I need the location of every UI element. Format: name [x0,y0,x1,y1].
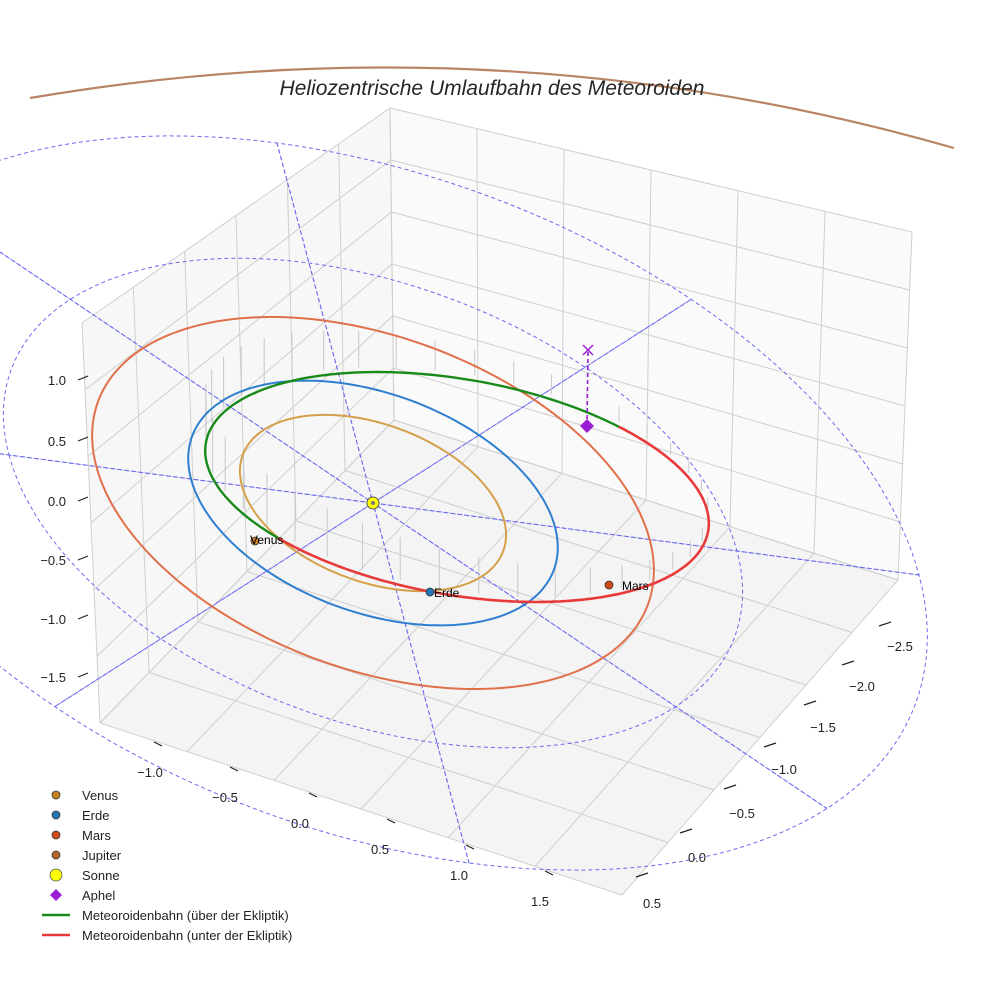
legend-marker [50,889,62,901]
z-tick-mark [77,555,89,561]
y-tick-label: 0.5 [643,896,661,911]
legend-marker [51,810,61,820]
aphel-marker [580,419,594,433]
meteoroid-orbit [203,370,711,604]
venus-label: Venus [250,533,283,547]
legend-label: Jupiter [82,848,122,863]
x-tick-label: −1.0 [137,765,163,780]
grid-line [534,553,815,867]
grid-line [621,579,899,896]
pane-left [82,108,394,723]
z-tick-label: 1.0 [48,373,66,388]
legend-label: Mars [82,828,111,843]
grid-line [389,107,395,421]
y-tick-mark [878,621,892,627]
legend: Venus Erde Mars Jupiter Sonne Aphel Meteoroide… [42,788,292,943]
z-tick-mark [77,436,89,442]
z-tick-label: −0.5 [40,553,66,568]
x-tick-mark [386,818,396,824]
y-tick-mark [763,742,777,748]
z-tick-mark [77,614,89,620]
x-tick-mark [229,766,239,772]
y-tick-mark [679,828,693,834]
venus-orbit [238,413,508,593]
grid-line [99,419,395,724]
aphel-dropline [586,349,589,427]
z-tick-mark [77,672,89,678]
legend-marker [51,790,61,800]
ecliptic-spoke [0,453,920,576]
x-tick-label: −0.5 [212,790,238,805]
grid-line [897,231,913,581]
legend-label: Meteoroidenbahn (über der Ekliptik) [82,908,289,923]
y-tick-label: 0.0 [688,850,706,865]
y-tick-mark [635,872,649,878]
axis-ticks: 1.0 0.5 0.0 −0.5 −1.0 −1.5 −1.0 −0.5 0.0 0.5 1.0 1.… [40,373,913,911]
x-tick-label: 1.0 [450,868,468,883]
y-tick-label: −2.0 [849,679,875,694]
y-tick-label: −0.5 [729,806,755,821]
z-tick-mark [77,375,89,381]
jupiter-orbit [29,66,955,150]
legend-marker [49,868,63,882]
x-tick-mark [544,870,554,876]
pane-back [390,108,912,580]
x-tick-mark [308,792,318,798]
mars-orbit [91,316,655,690]
y-tick-label: −1.0 [771,762,797,777]
x-tick-mark [465,844,475,850]
z-tick-label: −1.0 [40,612,66,627]
erde-label: Erde [434,586,460,600]
orbit-stems [205,330,709,597]
y-tick-mark [723,784,737,790]
meteoroid-orbit-above [203,370,620,540]
legend-label: Meteoroidenbahn (unter der Ekliptik) [82,928,292,943]
meteoroid-orbit-below [277,425,711,604]
mars-marker [604,580,614,590]
y-tick-label: −1.5 [810,720,836,735]
venus-marker [250,536,260,546]
z-tick-label: −1.5 [40,670,66,685]
y-tick-label: −2.5 [887,639,913,654]
sun-core [371,501,375,505]
y-tick-mark [803,700,817,706]
mars-label: Mars [622,579,649,593]
legend-marker [51,850,61,860]
pane-floor [100,420,898,895]
x-tick-mark [153,741,163,747]
grid-line [393,419,899,581]
legend-label: Venus [82,788,119,803]
legend-label: Sonne [82,868,120,883]
erde-orbit [187,379,559,627]
axis-panes [82,108,912,895]
legend-marker [51,830,61,840]
grid-line [393,367,901,523]
x-tick-label: 0.5 [371,842,389,857]
planet-orbits [29,66,955,690]
x-tick-label: 1.5 [531,894,549,909]
aphel-cross-marker [582,344,594,356]
z-tick-mark [77,496,89,502]
y-tick-mark [841,660,855,666]
z-tick-label: 0.5 [48,434,66,449]
erde-marker [425,587,435,597]
chart-title: Heliozentrische Umlaufbahn des Meteoroid… [280,77,705,100]
z-tick-label: 0.0 [48,494,66,509]
legend-label: Aphel [82,888,115,903]
legend-label: Erde [82,808,109,823]
x-tick-label: 0.0 [291,816,309,831]
markers: Venus Erde Mars [250,344,649,600]
